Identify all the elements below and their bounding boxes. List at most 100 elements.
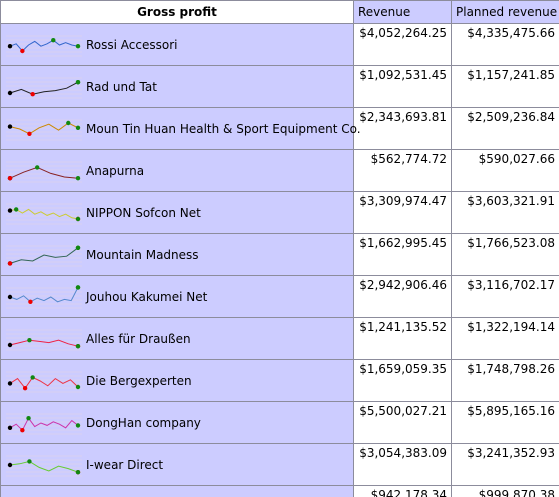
table-row[interactable]: NIPPON Sofcon Net $3,309,974.47 $3,603,3… (0, 191, 559, 234)
gross-profit-cell[interactable]: Rad und Tat (0, 65, 354, 108)
sparkline-chart (6, 119, 82, 140)
gross-profit-cell[interactable]: Anapurna (0, 149, 354, 192)
revenue-cell[interactable]: $2,343,693.81 (353, 107, 452, 150)
planned-revenue-cell[interactable]: $590,027.66 (451, 149, 559, 192)
sparkline-min-marker (30, 91, 35, 96)
customer-name: DongHan company (86, 415, 201, 430)
table-row[interactable]: DongHan company $5,500,027.21 $5,895,165… (0, 401, 559, 444)
sparkline-end-marker (75, 43, 81, 48)
sparkline-chart (6, 35, 82, 56)
customer-name: I-wear Direct (86, 457, 164, 472)
sparkline-line (9, 81, 79, 95)
gross-profit-cell[interactable]: Mountain Madness (0, 233, 354, 276)
planned-revenue-cell[interactable]: $1,748,798.26 (451, 359, 559, 402)
customer-name: NIPPON Sofcon Net (86, 205, 201, 220)
sparkline-line (9, 339, 79, 347)
gross-profit-cell[interactable]: Rossi Accessori (0, 23, 354, 66)
sparkline-min-marker (7, 260, 13, 266)
customer-name: Rad und Tat (86, 79, 157, 94)
gross-profit-cell[interactable]: NIPPON Sofcon Net (0, 191, 354, 234)
table-row[interactable]: Alles für Draußen $1,241,135.52 $1,322,1… (0, 317, 559, 360)
table-row-partial[interactable]: $942,178.34 $999,870.38 (0, 485, 559, 497)
customer-name: Die Bergexperten (86, 373, 192, 388)
sparkline-line (9, 460, 79, 473)
sparkline-start-marker (7, 43, 13, 48)
sparkline-end-marker (75, 175, 81, 180)
table-row[interactable]: Anapurna $562,774.72 $590,027.66 (0, 149, 559, 192)
table-row[interactable]: Rossi Accessori $4,052,264.25 $4,335,475… (0, 23, 559, 66)
planned-revenue-cell[interactable]: $2,509,236.84 (451, 107, 559, 150)
planned-revenue-cell[interactable]: $4,335,475.66 (451, 23, 559, 66)
customer-name: Anapurna (86, 163, 145, 178)
sparkline-chart (6, 329, 82, 350)
sparkline-max-marker (27, 458, 32, 464)
sparkline-max-marker (26, 415, 31, 420)
table-row[interactable]: Die Bergexperten $1,659,059.35 $1,748,79… (0, 359, 559, 402)
sparkline-chart (6, 371, 82, 392)
header-gross-profit[interactable]: Gross profit (0, 0, 354, 24)
planned-revenue-cell[interactable]: $999,870.38 (451, 485, 559, 497)
sparkline-chart (6, 284, 82, 308)
gross-profit-cell[interactable]: DongHan company (0, 401, 354, 444)
revenue-cell[interactable]: $3,054,383.09 (353, 443, 452, 486)
table-row[interactable]: Jouhou Kakumei Net $2,942,906.46 $3,116,… (0, 275, 559, 318)
customer-name: Alles für Draußen (86, 331, 191, 346)
revenue-cell[interactable]: $3,309,974.47 (353, 191, 452, 234)
revenue-cell[interactable]: $5,500,027.21 (353, 401, 452, 444)
revenue-cell[interactable]: $1,659,059.35 (353, 359, 452, 402)
table-row[interactable]: Mountain Madness $1,662,995.45 $1,766,52… (0, 233, 559, 276)
sparkline-min-marker (27, 131, 32, 136)
sparkline-end-marker (75, 79, 81, 84)
sparkline-min-marker (20, 48, 25, 53)
customer-name: Rossi Accessori (86, 37, 178, 52)
sparkline-start-marker (7, 342, 13, 347)
sparkline-min-marker (7, 175, 13, 180)
sparkline-chart (6, 77, 82, 98)
sparkline-end-marker (75, 469, 81, 474)
table-row[interactable]: Moun Tin Huan Health & Sport Equipment C… (0, 107, 559, 150)
revenue-cell[interactable]: $562,774.72 (353, 149, 452, 192)
gross-profit-cell[interactable]: Die Bergexperten (0, 359, 354, 402)
revenue-cell[interactable]: $2,942,906.46 (353, 275, 452, 318)
sparkline-line (9, 39, 79, 52)
table-row[interactable]: I-wear Direct $3,054,383.09 $3,241,352.9… (0, 443, 559, 486)
sparkline-end-marker (75, 343, 81, 348)
sparkline-chart (6, 413, 82, 434)
header-row: Gross profit Revenue Planned revenue (0, 0, 559, 24)
revenue-cell[interactable]: $4,052,264.25 (353, 23, 452, 66)
gross-profit-cell[interactable]: I-wear Direct (0, 443, 354, 486)
revenue-cell[interactable]: $1,241,135.52 (353, 317, 452, 360)
sparkline-max-marker (30, 374, 35, 380)
sparkline-min-marker (22, 385, 28, 390)
planned-revenue-cell[interactable]: $1,157,241.85 (451, 65, 559, 108)
header-planned-revenue[interactable]: Planned revenue (451, 0, 559, 24)
sparkline-end-marker (75, 384, 81, 389)
planned-revenue-cell[interactable]: $3,116,702.17 (451, 275, 559, 318)
gross-profit-cell[interactable]: Alles für Draußen (0, 317, 354, 360)
customer-name: Moun Tin Huan Health & Sport Equipment C… (86, 121, 361, 136)
sparkline-chart (6, 245, 82, 266)
sparkline-line (9, 166, 79, 179)
gross-profit-cell[interactable] (0, 485, 354, 497)
sparkline-max-marker (66, 120, 71, 125)
sparkline-start-marker (7, 123, 13, 129)
planned-revenue-cell[interactable]: $3,241,352.93 (451, 443, 559, 486)
sparkline-chart (6, 455, 82, 476)
gross-profit-cell[interactable]: Jouhou Kakumei Net (0, 275, 354, 318)
sparkline-start-marker (7, 462, 13, 467)
sparkline-max-marker (13, 206, 19, 212)
planned-revenue-cell[interactable]: $1,766,523.08 (451, 233, 559, 276)
table-row[interactable]: Rad und Tat $1,092,531.45 $1,157,241.85 (0, 65, 559, 108)
planned-revenue-cell[interactable]: $3,603,321.91 (451, 191, 559, 234)
revenue-cell[interactable]: $1,092,531.45 (353, 65, 452, 108)
planned-revenue-cell[interactable]: $5,895,165.16 (451, 401, 559, 444)
gross-profit-cell[interactable]: Moun Tin Huan Health & Sport Equipment C… (0, 107, 361, 150)
revenue-cell[interactable]: $1,662,995.45 (353, 233, 452, 276)
sparkline-line (9, 286, 79, 302)
header-revenue[interactable]: Revenue (353, 0, 452, 24)
revenue-cell[interactable]: $942,178.34 (353, 485, 452, 497)
sparkline-line (9, 246, 79, 264)
sparkline-min-marker (28, 299, 33, 304)
planned-revenue-cell[interactable]: $1,322,194.14 (451, 317, 559, 360)
